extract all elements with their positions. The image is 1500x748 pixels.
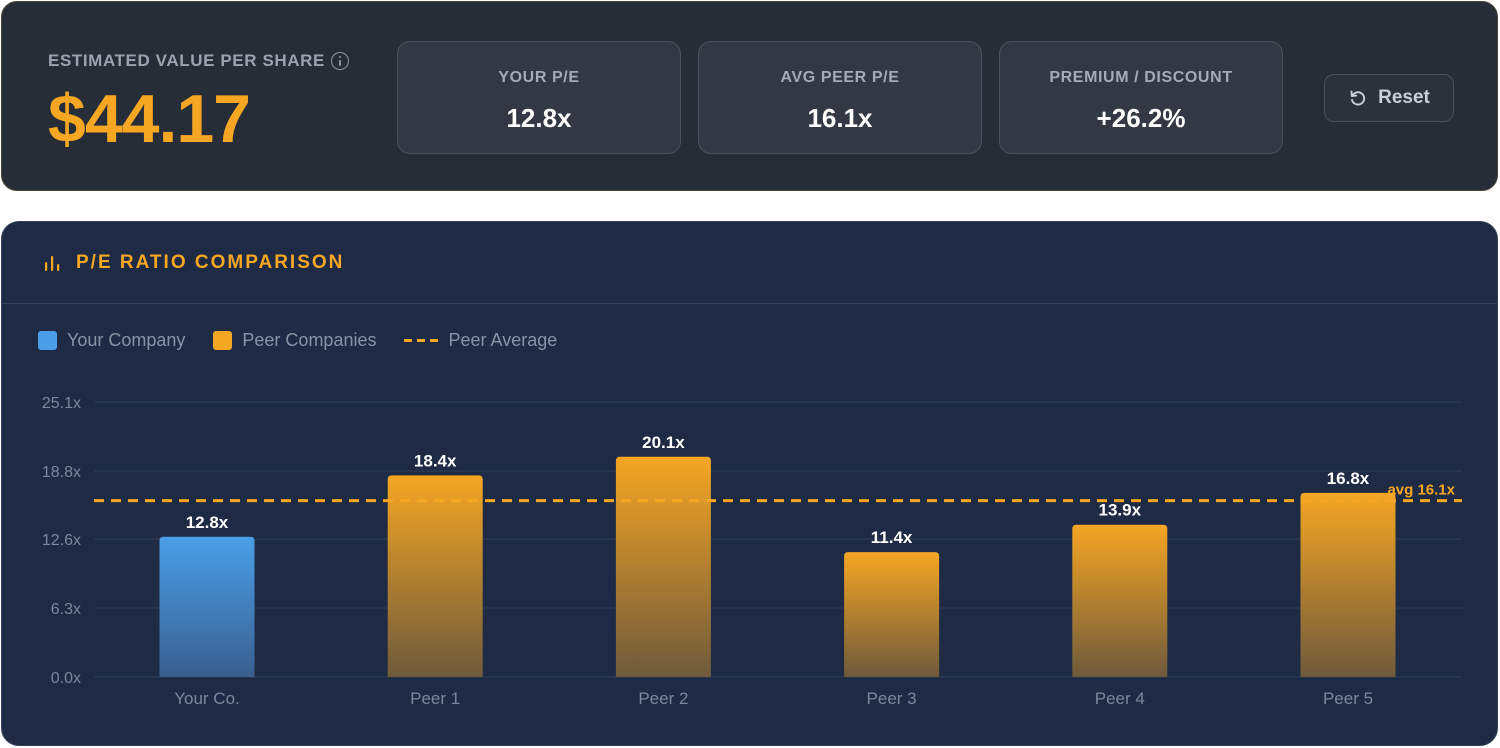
reset-icon (1350, 90, 1366, 106)
legend-item-peer-average[interactable]: Peer Average (404, 330, 557, 351)
bar-peer (844, 552, 940, 677)
chart-legend: Your Company Peer Companies Peer Average (38, 330, 585, 351)
chart-title: P/E RATIO COMPARISON (76, 251, 345, 273)
bar-value-label: 13.9x (1099, 501, 1142, 520)
stat-label: YOUR P/E (498, 69, 580, 86)
x-tick-label: Your Co. (174, 689, 240, 708)
legend-swatch-orange (213, 331, 233, 350)
reset-button[interactable]: Reset (1324, 74, 1454, 122)
bar-peer (615, 456, 711, 677)
estimated-value: $44.17 (48, 81, 251, 157)
legend-item-peer-companies[interactable]: Peer Companies (213, 330, 376, 351)
y-tick-label: 18.8x (42, 464, 81, 481)
bar-value-label: 20.1x (642, 433, 685, 452)
bar-value-label: 11.4x (871, 528, 913, 547)
bar-chart-icon (45, 255, 60, 271)
pe-comparison-chart-panel: P/E RATIO COMPARISON Your Company Peer C… (1, 221, 1498, 746)
y-tick-label: 25.1x (42, 395, 81, 412)
bar-peer (387, 475, 483, 677)
legend-swatch-dashed (404, 339, 439, 342)
y-tick-label: 0.0x (51, 670, 81, 687)
legend-item-your-company[interactable]: Your Company (38, 330, 185, 351)
bar-value-label: 12.8x (186, 513, 229, 532)
legend-swatch-blue (38, 331, 57, 350)
x-tick-label: Peer 3 (867, 689, 917, 708)
x-tick-label: Peer 1 (410, 689, 460, 708)
legend-label: Peer Average (448, 330, 558, 350)
estimated-value-label-row: ESTIMATED VALUE PER SHARE (48, 51, 349, 71)
stat-label: PREMIUM / DISCOUNT (1049, 69, 1233, 86)
chart-header: P/E RATIO COMPARISON (2, 222, 1497, 304)
bar-peer (1072, 524, 1168, 677)
stat-card-avg-peer-pe: AVG PEER P/E 16.1x (698, 41, 982, 154)
valuation-summary-panel: ESTIMATED VALUE PER SHARE $44.17 YOUR P/… (1, 1, 1498, 191)
estimated-value-label: ESTIMATED VALUE PER SHARE (48, 51, 325, 70)
legend-label: Your Company (67, 330, 186, 350)
legend-label: Peer Companies (242, 330, 377, 350)
stat-value: 12.8x (506, 103, 572, 133)
bar-value-label: 18.4x (414, 451, 457, 470)
peer-average-label: avg 16.1x (1387, 482, 1455, 499)
x-tick-label: Peer 2 (638, 689, 688, 708)
stat-value: 16.1x (807, 103, 873, 133)
stat-card-premium-discount: PREMIUM / DISCOUNT +26.2% (999, 41, 1283, 154)
bar-peer (1300, 492, 1396, 677)
reset-button-label: Reset (1378, 87, 1430, 108)
stat-label: AVG PEER P/E (780, 69, 900, 86)
x-tick-label: Peer 4 (1095, 689, 1145, 708)
y-tick-label: 6.3x (51, 601, 81, 618)
x-tick-label: Peer 5 (1323, 689, 1373, 708)
bar-your-company (159, 536, 255, 677)
y-tick-label: 12.6x (42, 532, 81, 549)
stat-value: +26.2% (1096, 103, 1186, 133)
bar-value-label: 16.8x (1327, 469, 1370, 488)
info-icon[interactable] (330, 52, 349, 70)
stat-card-your-pe: YOUR P/E 12.8x (397, 41, 681, 154)
bar-chart: 0.0x 6.3x 12.6x 18.8x 25.1x 12.8x Your Co. 18.… (42, 395, 1462, 708)
